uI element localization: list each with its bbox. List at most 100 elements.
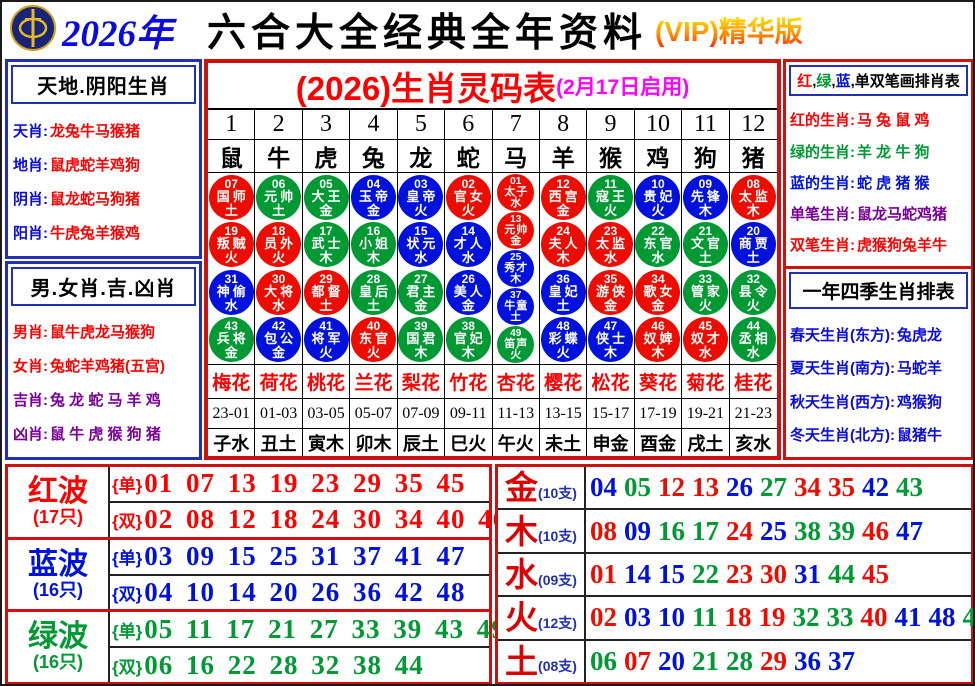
ball-element: 金 [461, 297, 475, 313]
ball-number: 32 [746, 271, 760, 286]
flower-name: 荷花 [255, 365, 303, 398]
ball-role: 叛贼 [216, 236, 249, 252]
element-number: 11 [692, 602, 718, 633]
ball-element: 水 [461, 250, 475, 266]
ball-element: 木 [319, 250, 333, 266]
wave-group: 蓝波 (16只) {单} 03 09 15 25 31 37 41 47 {双} 04 1… [8, 536, 489, 610]
vip-badge: (VIP)精华版 [655, 10, 803, 50]
zodiac-name: 羊 [540, 140, 588, 172]
zodiac-ball-35: 35 游侠金 [588, 269, 634, 315]
odd-even-tag: {单} [112, 476, 143, 496]
zodiac-ball-44: 44 丞相水 [730, 316, 776, 362]
zodiac-column: 04 玉帝金 16 小姐木 28 皇后土 40 东官火 [350, 173, 398, 364]
earthly-branch: 丑土 [255, 429, 303, 456]
ball-number: 37 [510, 289, 522, 301]
flower-name: 桃花 [303, 365, 351, 398]
row-label: 蓝的生肖: [790, 174, 855, 192]
ball-number: 15 [414, 224, 428, 239]
hour-range: 05-07 [350, 399, 398, 428]
row-value: 鼠龙马蛇鸡猪 [857, 206, 948, 224]
element-number: 31 [794, 559, 821, 590]
ball-number: 40 [366, 318, 381, 333]
zodiac-ball-13: 13 元帅金 [497, 212, 535, 249]
zodiac-column: 05 大王金 17 武士木 29 都督土 41 将军火 [303, 173, 351, 364]
list-item: 天肖: 龙兔牛马猴猪 [13, 120, 194, 141]
box-title: 红,绿,蓝,单双笔画排肖表 [789, 65, 968, 96]
ball-role: 才人 [453, 236, 486, 252]
row-value: 马蛇羊 [897, 360, 943, 378]
ball-element: 水 [604, 250, 618, 266]
ball-element: 水 [698, 344, 712, 360]
ball-role: 游侠 [596, 283, 629, 299]
ball-role: 大王 [311, 189, 344, 205]
earthly-branch: 寅木 [303, 429, 351, 456]
flower-name: 兰花 [350, 365, 398, 398]
ball-number: 08 [746, 177, 760, 192]
zodiac-column: 03 皇帝火 15 状元水 27 君主金 39 国君木 [398, 173, 446, 364]
ball-role: 皇帝 [406, 189, 439, 205]
element-number: 06 [590, 645, 617, 676]
sky-earth-yinyang-box: 天地.阴阳生肖 天肖: 龙兔牛马猴猪 地肖: 鼠虎蛇羊鸡狗 阴肖: 鼠龙蛇马狗猪 阳肖: 牛虎… [5, 59, 202, 259]
zodiac-ball-14: 14 才人水 [445, 222, 491, 268]
hour-range: 15-17 [587, 399, 635, 428]
ball-number: 14 [461, 224, 475, 239]
element-number: 37 [828, 645, 855, 676]
element-count: (09支) [538, 571, 577, 588]
page-header: 2026年 六合大全经典全年资料 (VIP)精华版 [2, 2, 973, 58]
ball-role: 夫人 [548, 236, 581, 252]
zodiac-ball-06: 06 元帅土 [256, 175, 302, 221]
element-number: 34 [794, 472, 821, 503]
element-number: 32 [792, 602, 820, 633]
ball-element: 火 [461, 203, 475, 219]
list-item: 女肖: 兔蛇羊鸡猪(五宫) [13, 355, 194, 376]
zodiac-ball-43: 43 兵将金 [208, 316, 254, 362]
ball-number: 42 [271, 318, 286, 333]
ball-role: 官女 [453, 189, 486, 205]
ball-element: 火 [319, 344, 333, 360]
ball-element: 水 [414, 250, 428, 266]
element-row: 土 (08支) 06 07 20 21 28 29 36 37 [498, 638, 971, 683]
ball-role: 员外 [264, 236, 297, 252]
ball-role: 秀才 [504, 261, 529, 274]
zodiac-column: 08 太监木 20 商贾土 32 县令火 44 丞相水 [730, 173, 777, 364]
row-label: 夏天生肖(南方): [790, 360, 895, 378]
element-number: 40 [860, 602, 888, 633]
ball-role: 奴婢 [643, 330, 676, 346]
left-sidebar: 天地.阴阳生肖 天肖: 龙兔牛马猴猪 地肖: 鼠虎蛇羊鸡狗 阴肖: 鼠龙蛇马狗猪 阳肖: 牛虎… [5, 59, 202, 460]
element-name: 金 [505, 469, 539, 507]
earthly-branch: 子水 [208, 429, 256, 456]
element-number: 16 [658, 515, 685, 546]
earthly-branch: 亥水 [735, 433, 772, 454]
zodiac-ball-32: 32 县令火 [730, 269, 776, 315]
zodiac-ball-23: 23 太监水 [588, 222, 634, 268]
zodiac-column: 07 国师土 19 叛贼火 31 神偷水 43 兵将金 [208, 173, 256, 364]
element-number: 17 [692, 515, 719, 546]
element-name: 水 [505, 556, 539, 594]
zodiac-ball-46: 46 奴婢木 [635, 316, 681, 362]
ball-role: 将军 [311, 330, 344, 346]
row-value: 鼠虎蛇羊鸡狗 [50, 156, 141, 174]
zodiac-ball-48: 48 彩蝶火 [540, 316, 586, 362]
wave-row: {单} 05 11 17 21 27 33 39 43 49 [110, 612, 505, 646]
male-female-rows: 男肖: 鼠牛虎龙马猴狗 女肖: 兔蛇羊鸡猪(五宫) 吉肖: 兔 龙 蛇 马 羊 鸡凶肖: 鼠… [8, 309, 199, 458]
ball-role: 神偷 [216, 283, 249, 299]
zodiac-ball-26: 26 美人金 [445, 269, 491, 315]
odd-even-tag: {双} [112, 584, 143, 604]
row-value: 鸡猴狗 [897, 393, 943, 411]
ball-element: 木 [604, 344, 618, 360]
row-value: 鼠牛虎龙马猴狗 [50, 324, 156, 342]
ball-role: 歌女 [643, 283, 676, 299]
element-label: 金 (10支) [498, 467, 586, 509]
ball-number: 46 [651, 318, 665, 333]
ball-role: 太监 [738, 189, 771, 205]
ball-role: 太子 [504, 185, 529, 198]
wave-row: {双} 06 16 22 28 32 38 44 [110, 646, 489, 682]
zodiac-name: 鸡 [635, 140, 683, 172]
element-number: 49 [962, 602, 975, 633]
row-value: 兔虎龙 [897, 327, 943, 345]
ball-number: 19 [224, 224, 238, 239]
zodiac-ball-07: 07 国师土 [208, 175, 254, 221]
ball-element: 金 [510, 234, 522, 247]
element-numbers: 020310111819323340414849 [586, 597, 975, 638]
ball-element: 金 [319, 203, 333, 219]
